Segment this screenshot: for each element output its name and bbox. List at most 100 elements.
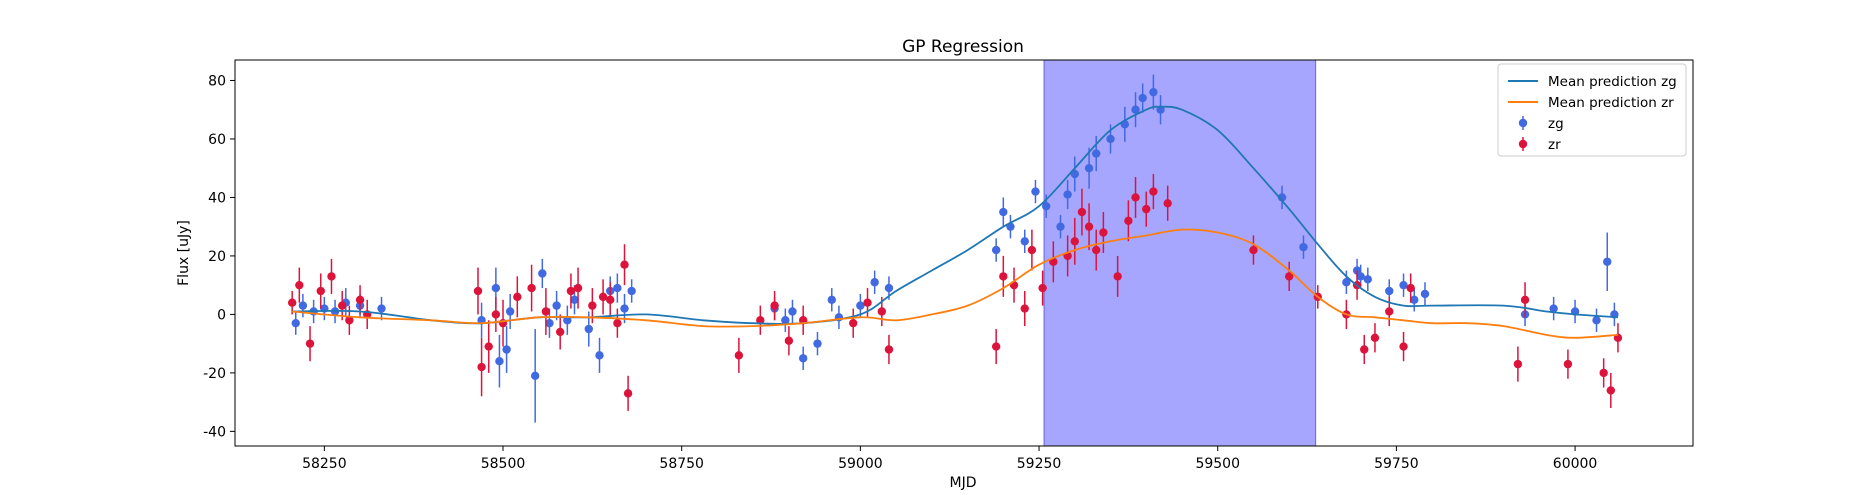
data-point-zr xyxy=(1564,360,1572,368)
data-point-zg xyxy=(1421,290,1429,298)
data-point-zg xyxy=(531,372,539,380)
mean-prediction-line-zr xyxy=(292,229,1618,337)
data-point-zr xyxy=(1131,193,1139,201)
data-point-zr xyxy=(1142,205,1150,213)
data-point-zr xyxy=(338,301,346,309)
data-point-zr xyxy=(606,296,614,304)
data-point-zg xyxy=(1399,281,1407,289)
data-point-zr xyxy=(588,301,596,309)
data-point-zg xyxy=(885,284,893,292)
x-tick-label: 59250 xyxy=(1017,456,1062,472)
data-point-zr xyxy=(1406,284,1414,292)
y-tick-label: -40 xyxy=(203,424,226,440)
data-point-zr xyxy=(1521,296,1529,304)
data-point-zg xyxy=(1299,243,1307,251)
chart-title: GP Regression xyxy=(902,37,1024,57)
data-point-zg xyxy=(552,301,560,309)
data-point-zg xyxy=(1085,164,1093,172)
data-point-zg xyxy=(813,339,821,347)
data-point-zr xyxy=(1085,222,1093,230)
data-point-zr xyxy=(317,287,325,295)
data-point-zg xyxy=(377,304,385,312)
data-point-zr xyxy=(599,293,607,301)
data-point-zg xyxy=(1149,88,1157,96)
legend-entry-label: Mean prediction zg xyxy=(1548,74,1677,90)
x-tick-label: 59750 xyxy=(1374,456,1419,472)
x-tick-label: 58500 xyxy=(481,456,526,472)
data-point-zr xyxy=(1092,246,1100,254)
data-point-zr xyxy=(327,272,335,280)
data-point-zr xyxy=(527,284,535,292)
data-point-zr xyxy=(306,339,314,347)
data-point-zr xyxy=(513,293,521,301)
data-point-zr xyxy=(1607,386,1615,394)
data-point-zr xyxy=(878,307,886,315)
data-point-zr xyxy=(574,284,582,292)
x-tick-label: 58750 xyxy=(659,456,704,472)
y-tick-label: 20 xyxy=(208,249,226,265)
legend-entry-label: zr xyxy=(1548,137,1561,153)
data-point-zr xyxy=(485,342,493,350)
data-point-zr xyxy=(1113,272,1121,280)
y-tick-label: 40 xyxy=(208,190,226,206)
data-point-zg xyxy=(1364,275,1372,283)
data-point-zg xyxy=(538,269,546,277)
data-point-zg xyxy=(595,351,603,359)
data-point-zr xyxy=(356,296,364,304)
data-point-zg xyxy=(788,307,796,315)
data-point-zg xyxy=(1138,94,1146,102)
data-point-zr xyxy=(999,272,1007,280)
data-point-zg xyxy=(495,357,503,365)
data-point-zr xyxy=(1099,228,1107,236)
data-point-zg xyxy=(613,284,621,292)
legend: Mean prediction zg Mean prediction zr zg zr xyxy=(1498,64,1686,156)
data-point-zg xyxy=(999,208,1007,216)
data-point-zg xyxy=(1063,190,1071,198)
series-zg xyxy=(292,75,1619,423)
data-point-zr xyxy=(1514,360,1522,368)
data-point-zr xyxy=(1124,217,1132,225)
data-point-zg xyxy=(1092,149,1100,157)
data-point-zg xyxy=(627,287,635,295)
data-point-zg xyxy=(585,325,593,333)
data-point-zr xyxy=(474,287,482,295)
data-point-zg xyxy=(1385,287,1393,295)
data-point-zg xyxy=(1021,237,1029,245)
data-point-zg xyxy=(1592,316,1600,324)
data-point-zr xyxy=(556,328,564,336)
data-point-zr xyxy=(1599,369,1607,377)
data-point-zr xyxy=(1371,334,1379,342)
legend-entry-label: Mean prediction zr xyxy=(1548,95,1674,111)
data-point-zg xyxy=(992,246,1000,254)
x-tick-label: 59500 xyxy=(1195,456,1240,472)
data-point-zg xyxy=(506,307,514,315)
data-point-zr xyxy=(1163,199,1171,207)
data-point-zg xyxy=(292,319,300,327)
data-point-zr xyxy=(1021,304,1029,312)
data-point-zg xyxy=(1603,258,1611,266)
data-point-zr xyxy=(288,299,296,307)
data-point-zr xyxy=(1149,187,1157,195)
data-point-zr xyxy=(477,363,485,371)
data-point-zr xyxy=(785,337,793,345)
data-point-zr xyxy=(1399,342,1407,350)
legend-marker-swatch xyxy=(1519,119,1527,127)
data-point-zr xyxy=(1078,208,1086,216)
x-axis-label: MJD xyxy=(950,475,977,491)
x-tick-label: 58250 xyxy=(302,456,347,472)
legend-entry-label: zg xyxy=(1548,116,1564,132)
data-point-zr xyxy=(1038,284,1046,292)
data-point-zg xyxy=(620,304,628,312)
data-point-zr xyxy=(624,389,632,397)
highlight-region xyxy=(1044,60,1316,446)
data-point-zr xyxy=(1249,246,1257,254)
y-tick-label: 80 xyxy=(208,73,226,89)
data-point-zr xyxy=(992,342,1000,350)
data-point-zg xyxy=(828,296,836,304)
data-point-zr xyxy=(620,260,628,268)
data-point-zr xyxy=(885,345,893,353)
x-tick-label: 60000 xyxy=(1553,456,1598,472)
x-tick-label: 59000 xyxy=(838,456,883,472)
data-point-zr xyxy=(770,301,778,309)
data-point-zr xyxy=(863,299,871,307)
